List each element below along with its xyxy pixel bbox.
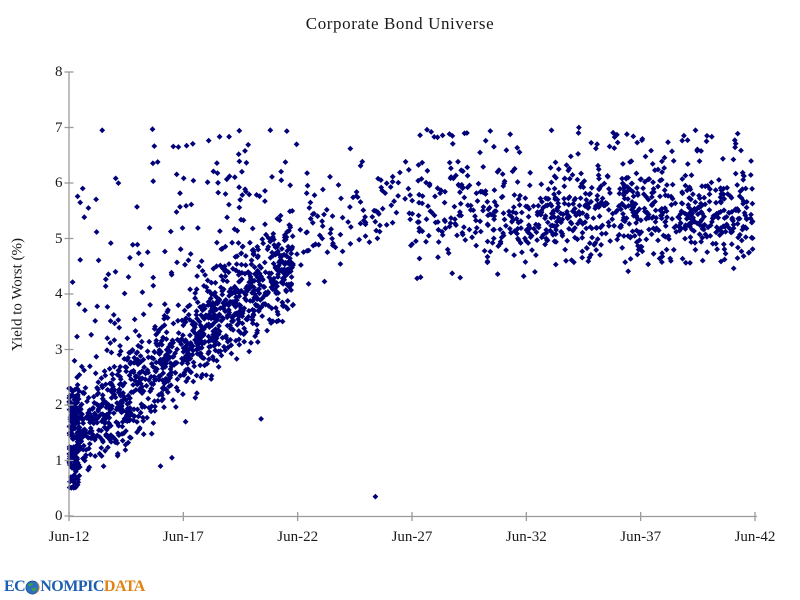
x-tick-label: Jun-37 bbox=[620, 528, 662, 545]
y-tick-label: 6 bbox=[55, 175, 63, 191]
econompicdata-logo: EC NOMPIC DATA bbox=[4, 577, 145, 597]
logo-text-middle: NOMPIC bbox=[40, 578, 104, 595]
logo-text-suffix: DATA bbox=[103, 578, 145, 595]
x-tick-label: Jun-42 bbox=[734, 528, 776, 545]
x-tick-label: Jun-27 bbox=[391, 528, 433, 545]
x-tick-label: Jun-12 bbox=[48, 528, 90, 545]
x-tick-label: Jun-32 bbox=[505, 528, 547, 545]
y-axis-title: Yield to Worst (%) bbox=[9, 237, 26, 352]
scatter-points bbox=[66, 124, 756, 500]
y-tick-label: 4 bbox=[55, 286, 63, 302]
y-tick-label: 1 bbox=[55, 452, 63, 469]
x-tick-label: Jun-17 bbox=[162, 528, 204, 545]
axes bbox=[64, 71, 757, 521]
y-tick-label: 5 bbox=[55, 230, 63, 247]
y-tick-label: 7 bbox=[55, 119, 63, 136]
chart-title: Corporate Bond Universe bbox=[305, 14, 495, 33]
logo-text-prefix: EC bbox=[4, 578, 26, 595]
y-tick-label: 3 bbox=[55, 341, 63, 358]
y-tick-label: 2 bbox=[55, 397, 63, 413]
y-tick-label: 8 bbox=[55, 64, 63, 80]
x-tick-label: Jun-22 bbox=[277, 528, 319, 545]
y-tick-label: 0 bbox=[55, 508, 63, 524]
globe-icon bbox=[25, 580, 40, 594]
